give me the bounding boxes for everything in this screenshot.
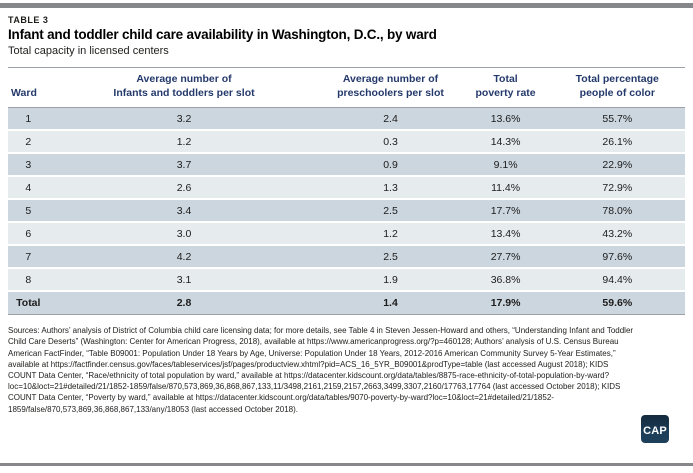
cell-poverty: 11.4% [461,177,550,201]
cell-poverty: 13.4% [461,223,550,247]
cell-preschoolers: 1.9 [319,269,462,293]
cell-poverty: 17.9% [461,292,550,316]
table-row-ward-5: 5 3.4 2.5 17.7% 78.0% [8,200,685,224]
cell-ward: 4 [8,177,49,201]
cell-infants: 1.2 [48,131,320,155]
cell-ward: 5 [8,200,49,224]
cell-preschoolers: 2.5 [319,200,462,224]
cell-poverty: 27.7% [461,246,550,270]
cell-poverty: 36.8% [461,269,550,293]
column-header-people-of-color: Total percentage people of color [549,67,685,109]
cell-infants: 3.4 [48,200,320,224]
cell-infants: 3.0 [48,223,320,247]
cell-infants: 3.1 [48,269,320,293]
cell-people-of-color: 26.1% [549,131,685,155]
table-row-ward-3: 3 3.7 0.9 9.1% 22.9% [8,154,685,178]
column-header-infants-per-slot: Average number of Infants and toddlers p… [48,67,320,109]
cell-people-of-color: 78.0% [549,200,685,224]
table-row-ward-6: 6 3.0 1.2 13.4% 43.2% [8,223,685,247]
cell-preschoolers: 0.3 [319,131,462,155]
page-subtitle: Total capacity in licensed centers [8,45,169,57]
column-header-ward: Ward [8,67,49,109]
cell-preschoolers: 2.4 [319,108,462,132]
cell-people-of-color: 43.2% [549,223,685,247]
cell-people-of-color: 59.6% [549,292,685,316]
cell-preschoolers: 1.2 [319,223,462,247]
table-row-total: Total 2.8 1.4 17.9% 59.6% [8,292,685,316]
cell-ward: 6 [8,223,49,247]
table-row-ward-7: 7 4.2 2.5 27.7% 97.6% [8,246,685,270]
cell-poverty: 17.7% [461,200,550,224]
table-row-ward-8: 8 3.1 1.9 36.8% 94.4% [8,269,685,293]
cell-people-of-color: 97.6% [549,246,685,270]
cell-poverty: 9.1% [461,154,550,178]
cell-ward: Total [8,292,49,316]
cap-logo: CAP [641,415,669,443]
column-header-poverty-rate: Total poverty rate [461,67,550,109]
ward-data-table: Ward Average number of Infants and toddl… [8,67,685,316]
cell-preschoolers: 1.4 [319,292,462,316]
cell-ward: 7 [8,246,49,270]
bottom-divider-bar [0,463,693,466]
cell-people-of-color: 55.7% [549,108,685,132]
table-label: TABLE 3 [8,15,49,25]
table-header: Ward Average number of Infants and toddl… [8,67,685,109]
cell-infants: 2.6 [48,177,320,201]
cell-ward: 3 [8,154,49,178]
table-row-ward-1: 1 3.2 2.4 13.6% 55.7% [8,108,685,132]
page-title: Infant and toddler child care availabili… [8,27,437,42]
cell-poverty: 14.3% [461,131,550,155]
cell-preschoolers: 2.5 [319,246,462,270]
table-row-ward-2: 2 1.2 0.3 14.3% 26.1% [8,131,685,155]
sources-note: Sources: Authors’ analysis of District o… [8,326,634,414]
column-header-preschoolers-per-slot: Average number of preschoolers per slot [319,67,462,109]
cell-ward: 2 [8,131,49,155]
figure-content: TABLE 3 Infant and toddler child care av… [0,15,693,415]
cell-ward: 8 [8,269,49,293]
cell-preschoolers: 0.9 [319,154,462,178]
cell-infants: 4.2 [48,246,320,270]
cell-people-of-color: 72.9% [549,177,685,201]
cell-people-of-color: 94.4% [549,269,685,293]
top-divider-bar [0,3,693,8]
cell-people-of-color: 22.9% [549,154,685,178]
cell-preschoolers: 1.3 [319,177,462,201]
cell-infants: 2.8 [48,292,320,316]
cap-logo-text: CAP [643,425,667,437]
table-row-ward-4: 4 2.6 1.3 11.4% 72.9% [8,177,685,201]
cell-infants: 3.7 [48,154,320,178]
cell-poverty: 13.6% [461,108,550,132]
cell-ward: 1 [8,108,49,132]
cell-infants: 3.2 [48,108,320,132]
